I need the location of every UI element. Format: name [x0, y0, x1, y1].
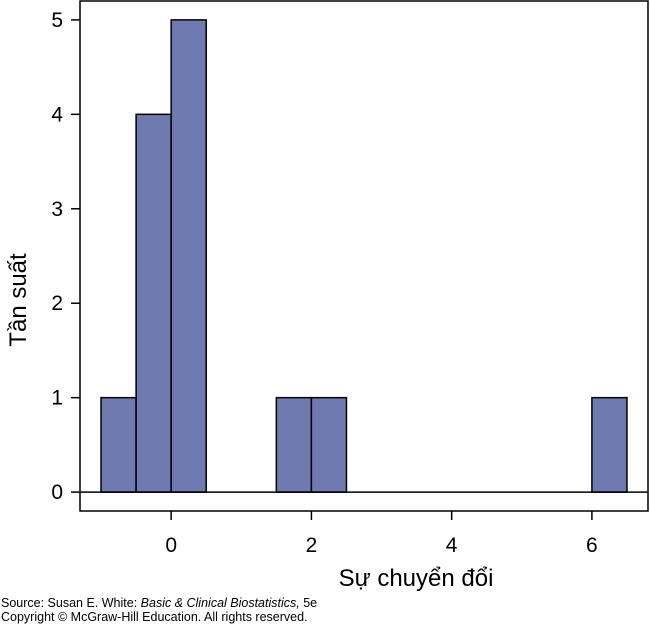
histogram-bar-4	[310, 396, 348, 493]
x-axis-ticks: 0 2 4 6	[165, 511, 598, 557]
y-axis-ticks: 0 1 2 3 4 5	[51, 9, 80, 504]
x-tick-label-0: 0	[165, 534, 177, 557]
source-suffix: 5e	[299, 596, 318, 610]
y-tick-label-4: 4	[51, 103, 63, 126]
x-tick-label-3: 6	[586, 534, 598, 557]
source-prefix: Source: Susan E. White:	[1, 596, 141, 610]
x-tick-label-1: 2	[306, 534, 318, 557]
source-caption: Source: Susan E. White: Basic & Clinical…	[1, 596, 317, 610]
y-tick-label-3: 3	[51, 198, 63, 221]
histogram-bar-5	[591, 396, 628, 493]
histogram-bar-2	[170, 19, 207, 493]
histogram-bar-1	[135, 113, 172, 493]
y-axis-title: Tần suất	[5, 253, 32, 347]
y-tick-label-5: 5	[51, 9, 63, 32]
copyright-caption: Copyright © McGraw-Hill Education. All r…	[1, 610, 308, 624]
bars-group	[100, 19, 628, 493]
y-tick-label-0: 0	[51, 481, 63, 504]
histogram-bar-3	[275, 396, 313, 493]
y-tick-label-2: 2	[51, 292, 63, 315]
y-tick-label-1: 1	[51, 387, 63, 410]
histogram-chart: 0 2 4 6 0 1 2 3 4 5 Sự chuyển đổi Tần suất	[5, 0, 649, 592]
source-title: Basic & Clinical Biostatistics,	[140, 596, 300, 610]
x-tick-label-2: 4	[446, 534, 458, 557]
plot-frame	[79, 0, 649, 512]
histogram-bar-0	[100, 396, 137, 493]
x-axis-title: Sự chuyển đổi	[339, 565, 494, 592]
